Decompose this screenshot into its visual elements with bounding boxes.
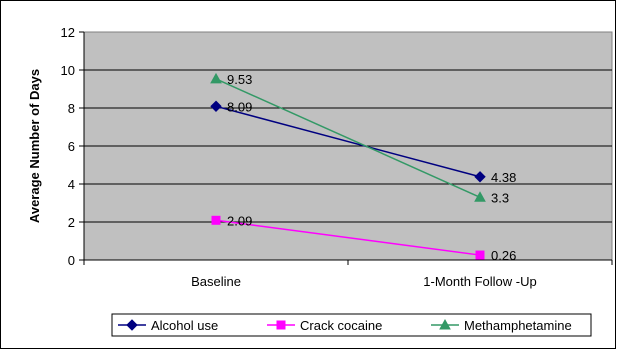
series-line [215, 78, 481, 198]
legend-label: Methamphetamine [464, 318, 572, 333]
legend-item: Alcohol use [118, 318, 218, 333]
x-tick-label: 1-Month Follow -Up [423, 274, 536, 289]
data-point-marker [211, 215, 221, 225]
data-label: 4.38 [491, 170, 516, 185]
data-label: 9.53 [227, 72, 252, 87]
legend-marker [126, 319, 138, 331]
legend-marker [439, 318, 451, 330]
y-tick-label: 0 [68, 253, 75, 268]
y-axis-title: Average Number of Days [27, 69, 42, 223]
series-group: 8.09 4.38 2.09 0.26 9.53 3.3 [210, 72, 516, 263]
legend-label: Crack cocaine [300, 318, 382, 333]
legend-box [111, 313, 592, 337]
legend-label: Alcohol use [151, 318, 218, 333]
series-line [215, 219, 481, 256]
y-tick-label: 4 [68, 177, 75, 192]
y-tick-label: 12 [61, 25, 75, 40]
data-point-marker [210, 72, 222, 84]
legend-item: Methamphetamine [431, 318, 572, 333]
series-methamphetamine: 9.53 3.3 [210, 72, 509, 205]
y-tick-label: 6 [68, 139, 75, 154]
gridlines [84, 69, 612, 223]
data-label: 2.09 [227, 213, 252, 228]
data-point-marker [475, 250, 485, 260]
data-point-marker [210, 100, 222, 112]
y-tick-label: 10 [61, 63, 75, 78]
series-crack-cocaine: 2.09 0.26 [211, 213, 516, 263]
y-tick-label: 8 [68, 101, 75, 116]
data-label: 8.09 [227, 99, 252, 114]
axes: 0 2 4 6 8 10 12 Baseline 1-Month Follow -Up [61, 25, 613, 289]
legend-item: Crack cocaine [267, 318, 382, 333]
data-label: 3.3 [491, 190, 509, 205]
data-point-marker [474, 191, 486, 202]
y-tick-label: 2 [68, 215, 75, 230]
legend: Alcohol use Crack cocaine Methamphetamine [111, 313, 592, 337]
legend-marker [276, 320, 286, 330]
data-label: 0.26 [491, 248, 516, 263]
data-point-marker [474, 171, 486, 183]
series-line [215, 105, 481, 178]
x-tick-label: Baseline [191, 274, 241, 289]
series-alcohol-use: 8.09 4.38 [210, 99, 516, 185]
